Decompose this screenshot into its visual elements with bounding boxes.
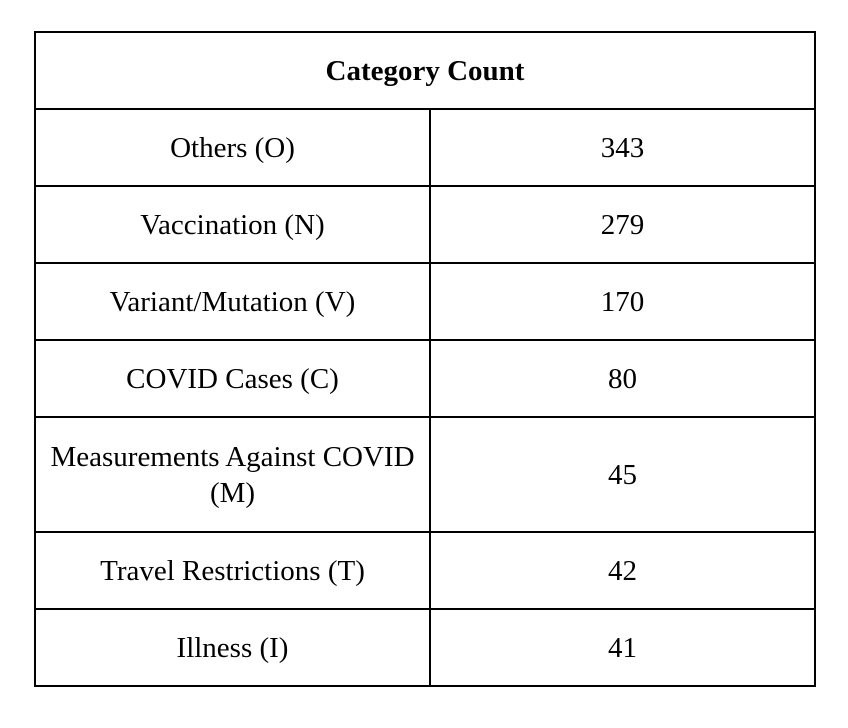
count-cell: 343 bbox=[429, 108, 816, 187]
category-cell: Variant/Mutation (V) bbox=[34, 262, 431, 341]
table-row: Others (O) 343 bbox=[34, 108, 816, 187]
count-cell: 41 bbox=[429, 608, 816, 687]
category-cell: COVID Cases (C) bbox=[34, 339, 431, 418]
count-cell: 80 bbox=[429, 339, 816, 418]
count-cell: 279 bbox=[429, 185, 816, 264]
table-row: Travel Restrictions (T) 42 bbox=[34, 531, 816, 610]
table-header-row: Category Count bbox=[34, 31, 816, 110]
table-row: Measurements Against COVID (M) 45 bbox=[34, 416, 816, 533]
category-count-table: Category Count Others (O) 343 Vaccinatio… bbox=[34, 31, 816, 687]
table-title: Category Count bbox=[34, 31, 816, 110]
count-cell: 45 bbox=[429, 416, 816, 533]
category-cell: Vaccination (N) bbox=[34, 185, 431, 264]
table-row: Illness (I) 41 bbox=[34, 608, 816, 687]
category-cell: Illness (I) bbox=[34, 608, 431, 687]
table-row: Variant/Mutation (V) 170 bbox=[34, 262, 816, 341]
table-row: COVID Cases (C) 80 bbox=[34, 339, 816, 418]
count-cell: 42 bbox=[429, 531, 816, 610]
table-row: Vaccination (N) 279 bbox=[34, 185, 816, 264]
category-cell: Travel Restrictions (T) bbox=[34, 531, 431, 610]
category-cell: Others (O) bbox=[34, 108, 431, 187]
category-cell: Measurements Against COVID (M) bbox=[34, 416, 431, 533]
count-cell: 170 bbox=[429, 262, 816, 341]
